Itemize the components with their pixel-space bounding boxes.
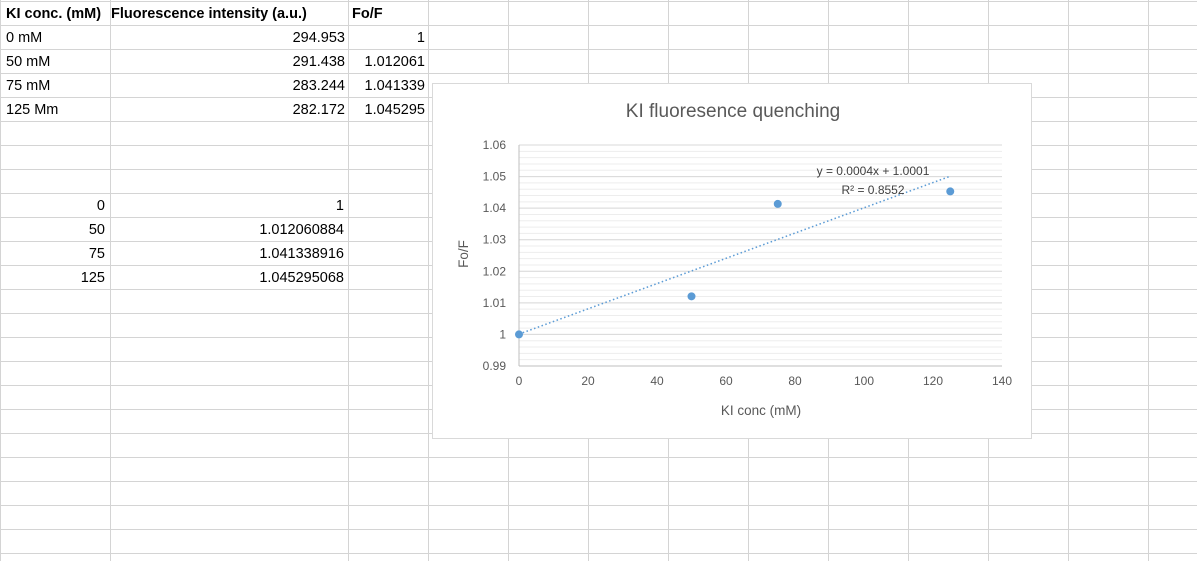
x-tick-label: 80 — [788, 374, 802, 388]
table2-cell-x[interactable]: 75 — [88, 246, 105, 262]
table2-cell-y[interactable]: 1.041338916 — [259, 246, 344, 262]
x-tick-label: 0 — [516, 374, 523, 388]
x-axis-label: KI conc (mM) — [721, 403, 801, 418]
x-tick-label: 40 — [650, 374, 664, 388]
table2-cell-y[interactable]: 1.012060884 — [259, 222, 344, 238]
table-cell-fo-f[interactable]: 1 — [416, 30, 425, 46]
chart-title: KI fluoresence quenching — [626, 101, 840, 122]
y-tick-label: 1.02 — [483, 264, 507, 278]
y-axis-label: Fo/F — [456, 240, 471, 268]
table-cell-intensity[interactable]: 282.172 — [292, 102, 345, 118]
table-cell-conc[interactable]: 0 mM — [6, 30, 43, 46]
trendline[interactable] — [518, 175, 951, 335]
header-fo-f[interactable]: Fo/F — [352, 6, 383, 22]
table-cell-fo-f[interactable]: 1.012061 — [364, 54, 425, 70]
header-fluorescence-intensity[interactable]: Fluorescence intensity (a.u.) — [111, 6, 307, 22]
table-cell-conc[interactable]: 50 mM — [6, 54, 51, 70]
data-point[interactable] — [687, 292, 696, 301]
data-point[interactable] — [515, 330, 523, 339]
r-squared-label: R² = 0.8552 — [841, 183, 904, 197]
chart-canvas: 0.99 1 1.01 1.02 1.03 1.04 1.05 1.06 0 20 40 60 80 1… — [456, 101, 1012, 418]
x-tick-label: 20 — [581, 374, 595, 388]
x-tick-label: 60 — [719, 374, 733, 388]
y-tick-label: 1.03 — [483, 233, 507, 247]
y-tick-label: 1.04 — [483, 201, 507, 215]
data-point[interactable] — [946, 187, 955, 196]
x-tick-label: 140 — [992, 374, 1012, 388]
y-tick-label: 1 — [499, 327, 506, 341]
table2-cell-x[interactable]: 50 — [88, 222, 105, 238]
table-cell-intensity[interactable]: 283.244 — [292, 78, 345, 94]
data-point[interactable] — [773, 199, 782, 208]
x-tick-label: 100 — [854, 374, 874, 388]
table2-cell-x[interactable]: 0 — [96, 198, 105, 214]
scatter-chart[interactable]: 0.99 1 1.01 1.02 1.03 1.04 1.05 1.06 0 20 40 60 80 1… — [432, 83, 1032, 439]
y-tick-label: 1.06 — [483, 138, 507, 152]
table2-cell-y[interactable]: 1 — [335, 198, 344, 214]
trendline-equation: y = 0.0004x + 1.0001 — [817, 164, 930, 178]
table2-cell-x[interactable]: 125 — [80, 270, 105, 286]
y-tick-label: 0.99 — [483, 359, 507, 373]
table-cell-conc[interactable]: 75 mM — [6, 78, 51, 94]
y-tick-label: 1.05 — [483, 170, 507, 184]
header-ki-conc[interactable]: KI conc. (mM) — [6, 6, 102, 22]
x-tick-label: 120 — [923, 374, 943, 388]
y-tick-label: 1.01 — [483, 296, 507, 310]
table2-cell-y[interactable]: 1.045295068 — [259, 270, 344, 286]
table-cell-fo-f[interactable]: 1.041339 — [364, 78, 425, 94]
table-cell-fo-f[interactable]: 1.045295 — [364, 102, 425, 118]
table-cell-intensity[interactable]: 291.438 — [292, 54, 345, 70]
table-cell-conc[interactable]: 125 Mm — [6, 102, 59, 118]
table-cell-intensity[interactable]: 294.953 — [292, 30, 345, 46]
